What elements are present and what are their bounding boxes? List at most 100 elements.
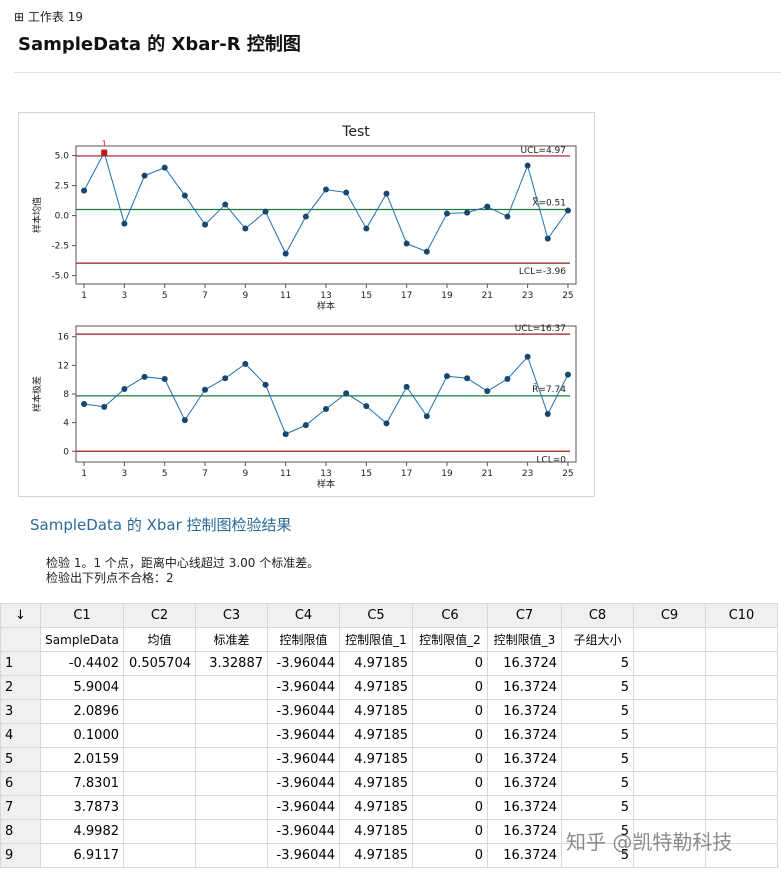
x-tick-label: 9 [242,291,248,301]
empty-cell [123,675,196,700]
empty-cell [123,723,196,748]
column-id: C3 [195,603,268,628]
cell: 7.8301 [40,771,124,796]
data-point [423,413,430,420]
cell: 4.97185 [339,771,413,796]
data-point [443,210,450,217]
cell: 4.97185 [339,699,413,724]
empty-cell [633,723,706,748]
data-point [222,201,229,208]
limit-label: UCL=4.97 [521,146,566,156]
cell: 4.97185 [339,819,413,844]
limit-label: LCL=-3.96 [519,267,566,277]
empty-cell [123,699,196,724]
data-point [524,162,531,169]
column-id: C7 [487,603,562,628]
cell: -3.96044 [267,723,340,748]
empty-cell [705,699,778,724]
data-point [262,208,269,215]
data-point [544,411,551,418]
chart-frame [18,112,595,497]
data-point [423,248,430,255]
data-point [81,401,88,408]
sheet-name: 工作表 19 [27,10,83,24]
cell: 4.97185 [339,723,413,748]
x-tick-label: 5 [162,291,168,301]
column-id: C10 [705,603,778,628]
x-tick-label: 15 [361,291,372,301]
cell: 5 [561,675,634,700]
x-tick-label: 7 [202,469,208,479]
cell: 0 [412,819,488,844]
column-name: 标准差 [195,627,268,652]
empty-cell [123,795,196,820]
empty-cell [705,795,778,820]
row-number: 7 [0,795,41,820]
y-tick-label: 4 [63,419,69,429]
cell: 6.9117 [40,843,124,868]
cell: 3.32887 [195,651,268,676]
x-tick-label: 11 [280,469,291,479]
row-number: 3 [0,699,41,724]
cell: -3.96044 [267,699,340,724]
x-tick-label: 23 [522,291,533,301]
cell: 16.3724 [487,843,562,868]
cell: 16.3724 [487,651,562,676]
cell: 16.3724 [487,699,562,724]
results-title: SampleData 的 Xbar 控制图检验结果 [30,516,292,534]
empty-cell [633,795,706,820]
x-tick-label: 19 [441,291,453,301]
empty-cell [633,651,706,676]
x-tick-label: 11 [280,291,291,301]
data-point [363,225,370,232]
empty-cell [195,795,268,820]
empty-cell [633,747,706,772]
series-line [83,151,569,255]
row-number: 1 [0,651,41,676]
cell: 5 [561,747,634,772]
cell: 2.0159 [40,747,124,772]
data-point [544,235,551,242]
cell: 5 [561,699,634,724]
y-tick-label: 0 [63,447,69,457]
cell: 5 [561,819,634,844]
column-id: C4 [267,603,340,628]
y-axis-label: 样本均值 [31,197,43,233]
data-point [302,422,309,429]
cell: -3.96044 [267,675,340,700]
row-number: 4 [0,723,41,748]
result-line: 检验 1。1 个点，距离中心线超过 3.00 个标准差。 [46,556,320,570]
cell: 5 [561,771,634,796]
data-row: 8 4.9982 -3.96044 4.97185 0 16.3724 5 [0,819,778,844]
data-row: 9 6.9117 -3.96044 4.97185 0 16.3724 5 [0,843,778,868]
column-id: C5 [339,603,413,628]
data-point [343,390,350,397]
limit-label: X̿=0.51 [532,197,566,209]
column-id: C2 [123,603,196,628]
x-tick-label: 25 [562,291,573,301]
cell: 16.3724 [487,819,562,844]
x-tick-label: 13 [320,291,331,301]
x-axis-label: 样本 [317,300,335,312]
data-row: 1 -0.4402 0.505704 3.32887 -3.96044 4.97185 0 1… [0,651,778,676]
data-point [181,417,188,424]
y-tick-label: 5.0 [55,152,70,162]
x-tick-label: 5 [162,469,168,479]
column-id: C9 [633,603,706,628]
cell: 2.0896 [40,699,124,724]
empty-cell [633,771,706,796]
data-point [504,375,511,382]
cell: 3.7873 [40,795,124,820]
data-point [121,220,128,227]
x-axis-label: 样本 [317,478,335,490]
y-tick-label: 0.0 [55,212,70,222]
data-point [222,375,229,382]
x-tick-label: 21 [482,469,493,479]
data-point [323,406,329,413]
column-name: 控制限值_1 [339,627,413,652]
cell: -0.4402 [40,651,124,676]
x-tick-label: 17 [401,469,412,479]
x-tick-label: 23 [522,469,533,479]
data-row: 5 2.0159 -3.96044 4.97185 0 16.3724 5 [0,747,778,772]
empty-cell [705,651,778,676]
